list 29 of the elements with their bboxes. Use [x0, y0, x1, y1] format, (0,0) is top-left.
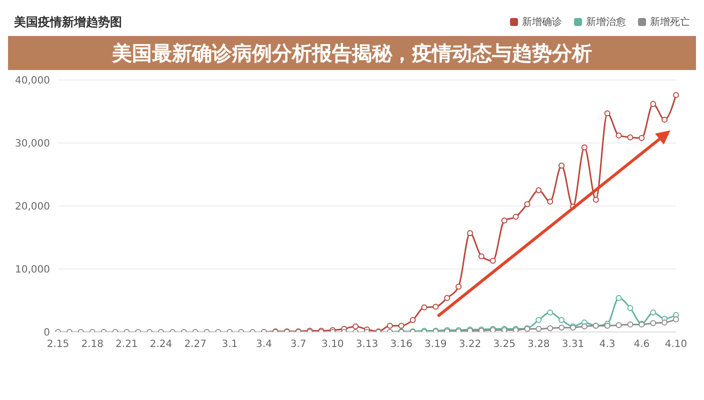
- x-tick-label: 2.15: [46, 339, 70, 350]
- y-tick-label: 40,000: [15, 76, 50, 87]
- y-tick-label: 30,000: [15, 138, 50, 150]
- legend-label: 新增治愈: [586, 16, 626, 29]
- x-tick-label: 3.19: [424, 339, 447, 350]
- x-tick-label: 3.25: [493, 339, 516, 350]
- x-tick-label: 4.10: [664, 339, 688, 350]
- x-tick-label: 3.10: [322, 339, 344, 350]
- x-tick-label: 3.22: [458, 339, 482, 350]
- legend-label: 新增确诊: [522, 16, 562, 29]
- x-tick-label: 2.27: [184, 339, 206, 350]
- x-tick-label: 4.6: [634, 339, 650, 350]
- y-tick-label: 10,000: [15, 264, 50, 276]
- x-tick-label: 3.16: [390, 339, 412, 350]
- y-tick-label: 0: [44, 328, 50, 339]
- x-tick-label: 3.4: [256, 339, 272, 350]
- text: 美国最新确诊病例分析报告揭秘，疫情动态与趋势分析: [8, 36, 696, 70]
- x-tick-label: 4.3: [599, 339, 616, 350]
- x-tick-label: 3.28: [528, 339, 550, 350]
- x-tick-label: 3.7: [290, 339, 306, 350]
- x-tick-label: 3.31: [562, 339, 584, 350]
- x-tick-label: 3.13: [356, 339, 378, 350]
- x-tick-label: 2.21: [116, 339, 138, 350]
- x-tick-label: 3.1: [222, 339, 238, 350]
- legend-label: 新增死亡: [650, 16, 690, 29]
- x-tick-label: 2.24: [150, 339, 172, 350]
- x-tick-label: 2.18: [81, 339, 104, 350]
- y-tick-label: 20,000: [15, 202, 50, 213]
- chart-title: 美国疫情新增趋势图: [14, 14, 122, 30]
